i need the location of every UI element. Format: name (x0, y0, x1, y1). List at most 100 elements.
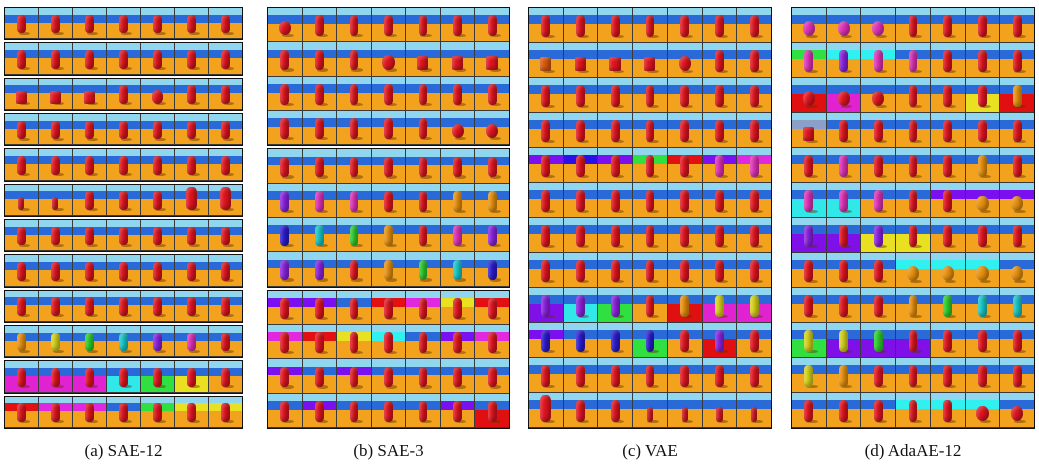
scene-tile (930, 393, 966, 428)
scene-tile (141, 184, 175, 216)
scene-tile (598, 323, 634, 358)
traversal-row (792, 218, 1035, 253)
scene-tile (209, 290, 242, 322)
scene-object (417, 55, 429, 70)
scene-tile (667, 323, 703, 358)
scene-tile (440, 76, 476, 111)
scene-tile (268, 76, 303, 111)
scene-object (541, 365, 551, 387)
scene-tile (633, 288, 668, 323)
scene-object (804, 50, 814, 72)
scene-tile (598, 113, 634, 148)
scene-tile (965, 113, 1001, 148)
scene-tile (107, 290, 141, 322)
traversal-row (268, 149, 510, 184)
scene-tile (737, 253, 772, 288)
scene-object (943, 50, 953, 72)
scene-object (541, 260, 551, 282)
scene-tile (965, 8, 1001, 43)
scene-object (908, 225, 918, 247)
scene-tile (702, 218, 738, 253)
scene-object (839, 155, 848, 177)
scene-object (908, 85, 918, 107)
scene-object (873, 120, 883, 142)
scene-object (576, 400, 585, 422)
scene-tile (633, 113, 668, 148)
scene-object (349, 191, 359, 212)
scene-object (1011, 265, 1024, 281)
scene-tile (39, 8, 73, 40)
scene-object (943, 365, 953, 387)
scene-object (680, 120, 690, 142)
scene-object (51, 50, 60, 69)
scene-object (280, 118, 290, 139)
scene-object (715, 15, 724, 37)
scene-tile (667, 148, 703, 183)
scene-tile (39, 184, 73, 216)
scene-object (715, 155, 724, 177)
scene-tile (302, 393, 338, 428)
scene-object (85, 156, 94, 175)
traversal-row (5, 255, 242, 287)
scene-tile (861, 323, 897, 358)
scene-object (119, 156, 128, 175)
scene-object (418, 332, 428, 353)
scene-tile (107, 8, 141, 40)
scene-tile (440, 252, 476, 287)
scene-object (187, 226, 196, 246)
scene-tile (737, 393, 772, 428)
scene-tile (529, 358, 564, 393)
scene-object (680, 85, 690, 107)
scene-tile (406, 8, 441, 43)
scene-object (749, 190, 759, 212)
scene-object (349, 298, 359, 319)
scene-tile (792, 323, 827, 358)
scene-tile (337, 8, 372, 43)
scene-tile (5, 255, 39, 287)
scene-tile (896, 113, 931, 148)
scene-object (802, 20, 815, 36)
scene-object (418, 400, 428, 422)
scene-object (943, 295, 953, 317)
panel-sae-3 (267, 6, 510, 429)
scene-tile (563, 148, 599, 183)
scene-object (349, 84, 359, 105)
caption-adaae-12: (d) AdaAE-12 (864, 441, 962, 460)
scene-tile (5, 325, 39, 358)
scene-object (315, 191, 324, 212)
scene-object (839, 400, 848, 422)
scene-tile (930, 113, 966, 148)
scene-tile (529, 288, 564, 323)
scene-tile (141, 396, 175, 428)
scene-object (186, 186, 197, 211)
scene-tile (175, 255, 209, 287)
scene-tile (141, 113, 175, 146)
scene-tile (406, 359, 441, 394)
scene-tile (73, 184, 107, 216)
scene-tile (737, 148, 772, 183)
scene-object (1012, 295, 1022, 317)
traversal-row (529, 113, 772, 148)
scene-tile (337, 149, 372, 184)
scene-object (715, 50, 724, 72)
scene-object (315, 298, 324, 319)
scene-tile (965, 148, 1001, 183)
scene-object (680, 365, 690, 387)
scene-tile (529, 183, 564, 218)
scene-tile (702, 43, 738, 78)
scene-tile (107, 396, 141, 428)
scene-object (85, 297, 94, 317)
scene-tile (141, 8, 175, 40)
scene-object (943, 15, 953, 37)
scene-tile (39, 78, 73, 110)
scene-tile (965, 183, 1001, 218)
scene-object (49, 90, 61, 104)
scene-object (453, 225, 463, 246)
scene-object (1012, 85, 1022, 107)
scene-object (453, 400, 463, 422)
scene-object (83, 90, 95, 104)
scene-object (119, 226, 128, 246)
scene-tile (667, 8, 703, 43)
traversal-row (268, 252, 510, 287)
scene-object (978, 155, 987, 177)
